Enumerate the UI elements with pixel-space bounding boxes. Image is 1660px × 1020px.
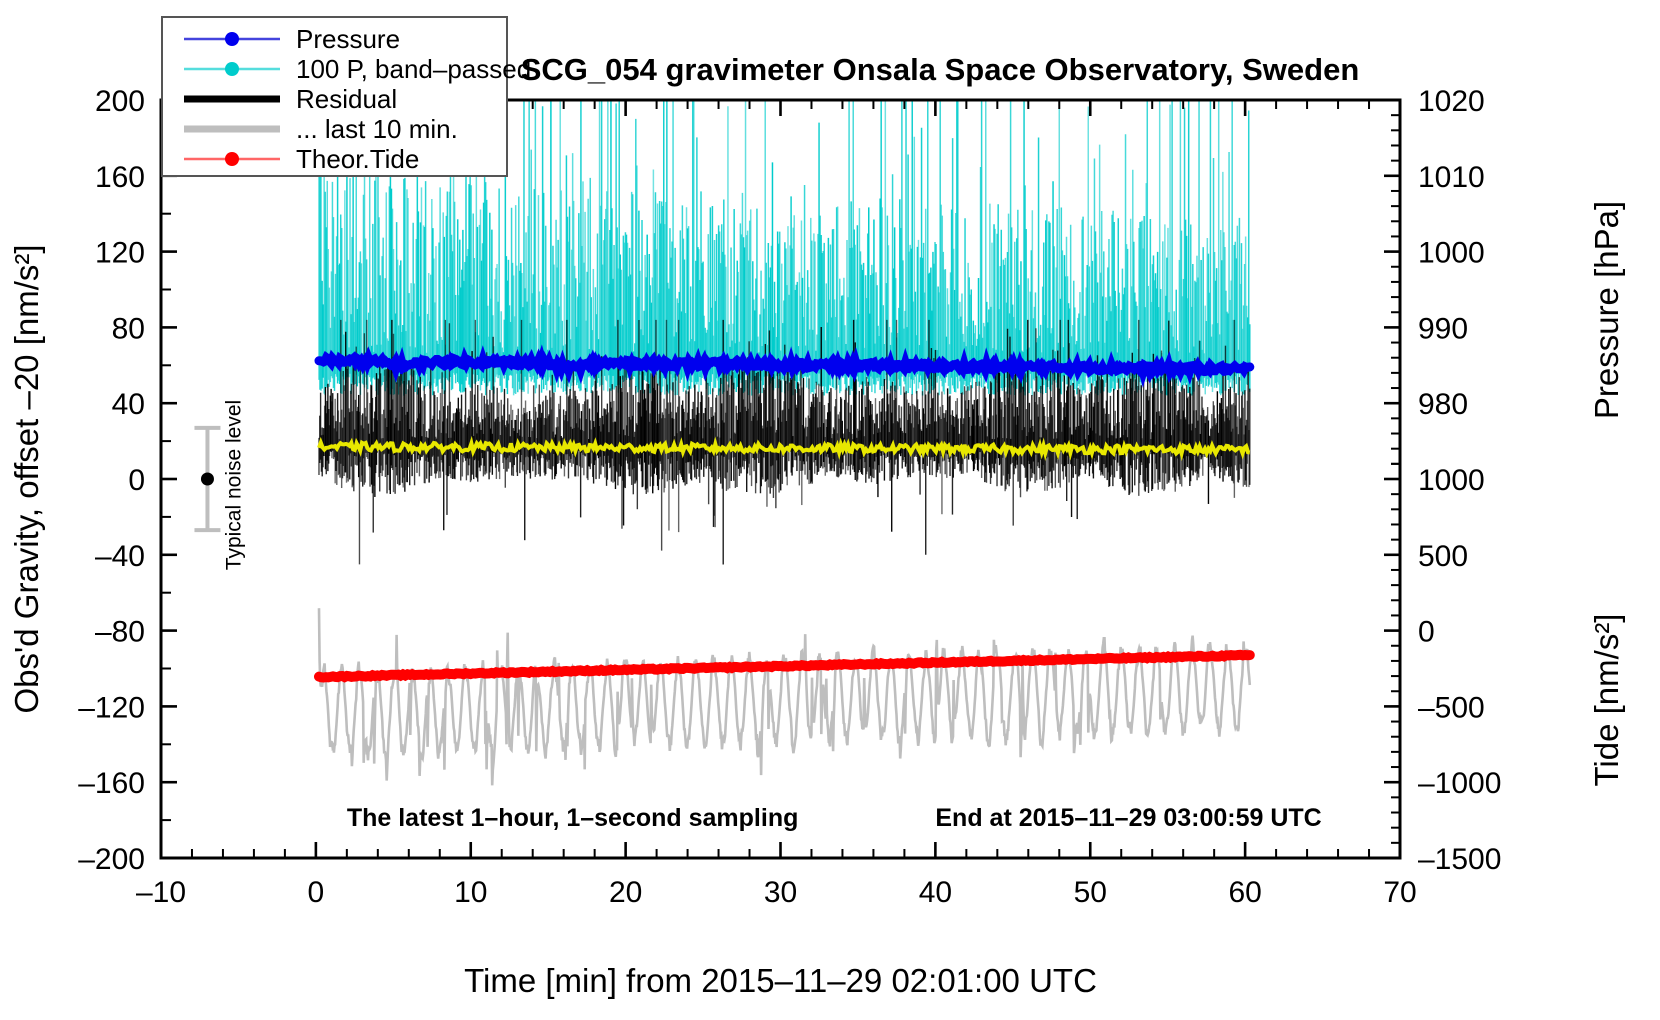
- bottom-axis-tick-label: 20: [609, 876, 642, 909]
- legend-item[interactable]: Theor.Tide: [184, 144, 419, 174]
- sampling-note: The latest 1–hour, 1–second sampling: [347, 804, 799, 832]
- bottom-axis-tick-label: 50: [1074, 876, 1107, 909]
- page-title: SCG_054 gravimeter Onsala Space Observat…: [521, 52, 1360, 87]
- left-axis-tick-label: 200: [95, 85, 145, 118]
- left-axis-tick-label: –200: [78, 843, 145, 876]
- bottom-axis-tick-label: 0: [308, 876, 325, 909]
- bottom-axis-tick-label: 30: [764, 876, 797, 909]
- bottom-axis-tick-label: 10: [454, 876, 487, 909]
- legend-label: Theor.Tide: [296, 144, 419, 174]
- data-layer: [314, 100, 1255, 786]
- series-pressure: [314, 344, 1255, 388]
- tide-axis-tick-label: –1000: [1418, 767, 1501, 800]
- left-axis: –200 –160 –120 –80 –40 0 40 80 120 160 200: [78, 85, 177, 876]
- left-axis-tick-label: 40: [112, 388, 145, 421]
- legend-label: Residual: [296, 84, 397, 114]
- y-axis-title: Obs'd Gravity, offset –20 [nm/s²]: [8, 244, 45, 713]
- pressure-axis-title: Pressure [hPa]: [1588, 201, 1625, 419]
- left-axis-tick-label: 0: [128, 464, 145, 497]
- noise-center-dot: [200, 472, 214, 486]
- bottom-axis-tick-label: 60: [1228, 876, 1261, 909]
- left-axis-tick-label: –120: [78, 691, 145, 724]
- noise-level-label: Typical noise level: [222, 400, 245, 570]
- legend-item[interactable]: ... last 10 min.: [184, 114, 458, 144]
- legend-item[interactable]: Pressure: [184, 24, 400, 54]
- tide-axis-tick-label: 1000: [1418, 464, 1485, 497]
- tide-axis-title: Tide [nm/s²]: [1588, 614, 1625, 787]
- right-axis-tide: –1500 –1000 –500 0 500 1000: [1384, 462, 1501, 876]
- pressure-axis-tick-label: 980: [1418, 388, 1468, 421]
- left-axis-tick-label: 160: [95, 161, 145, 194]
- right-axis-pressure: 980 990 1000 1010 1020: [1384, 85, 1485, 465]
- pressure-axis-tick-label: 1020: [1418, 85, 1485, 118]
- legend-label: ... last 10 min.: [296, 114, 458, 144]
- series-theoretical-tide: [314, 649, 1255, 683]
- tide-axis-tick-label: –1500: [1418, 843, 1501, 876]
- tide-axis-tick-label: 0: [1418, 616, 1435, 649]
- legend-label: Pressure: [296, 24, 400, 54]
- legend-marker-dot: [225, 62, 239, 76]
- legend-item[interactable]: Residual: [184, 84, 397, 114]
- tide-axis-tick-label: 500: [1418, 540, 1468, 573]
- pressure-axis-tick-label: 990: [1418, 312, 1468, 345]
- legend-marker-dot: [225, 32, 239, 46]
- end-time-note: End at 2015–11–29 03:00:59 UTC: [935, 804, 1321, 832]
- left-axis-tick-label: 80: [112, 312, 145, 345]
- left-axis-tick-label: –80: [95, 616, 145, 649]
- x-axis-title: Time [min] from 2015–11–29 02:01:00 UTC: [464, 962, 1097, 999]
- pressure-axis-tick-label: 1010: [1418, 161, 1485, 194]
- bottom-axis-tick-label: 40: [919, 876, 952, 909]
- legend-item[interactable]: 100 P, band–passed: [184, 54, 531, 84]
- left-axis-tick-label: –160: [78, 767, 145, 800]
- pressure-axis-tick-label: 1000: [1418, 237, 1485, 270]
- left-axis-tick-label: –40: [95, 540, 145, 573]
- legend-marker-dot: [225, 152, 239, 166]
- series-last-10-min: [317, 608, 1252, 786]
- legend-label: 100 P, band–passed: [296, 54, 531, 84]
- left-axis-tick-label: 120: [95, 237, 145, 270]
- tide-axis-tick-label: –500: [1418, 691, 1485, 724]
- typical-noise-level-marker: [194, 425, 221, 533]
- bottom-axis: –10 0 10 20 30 40 50 60 70: [136, 100, 1417, 909]
- bottom-axis-tick-label: –10: [136, 876, 186, 909]
- series-yellow-smoothed: [317, 435, 1251, 462]
- bottom-axis-tick-label: 70: [1383, 876, 1416, 909]
